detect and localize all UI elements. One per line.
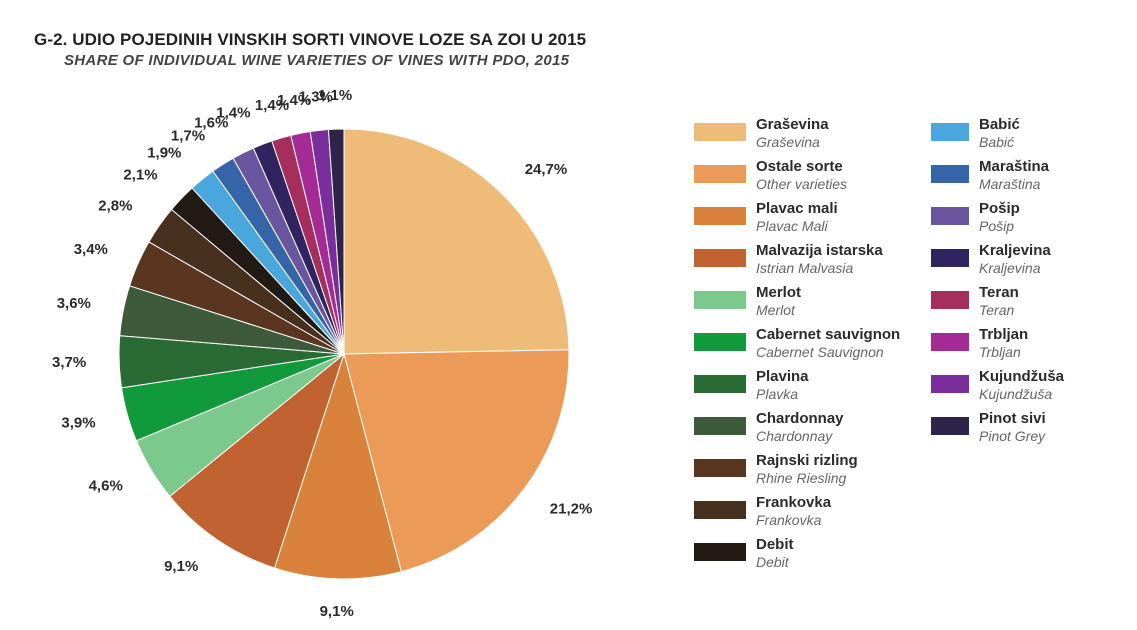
legend-swatch xyxy=(694,543,746,561)
legend-swatch xyxy=(694,501,746,519)
legend-swatch xyxy=(694,375,746,393)
legend-label: Maraština xyxy=(979,158,1050,175)
legend-label-english: Pošip xyxy=(979,218,1015,234)
legend-label: Merlot xyxy=(756,284,801,301)
legend-label: Kujundžuša xyxy=(979,368,1064,385)
pie-slice xyxy=(327,128,345,355)
slice-value-label: 21,2% xyxy=(550,501,593,518)
legend-label-english: Plavac Mali xyxy=(756,218,828,234)
legend-label: Pinot sivi xyxy=(979,410,1046,427)
slice-value-label: 3,6% xyxy=(57,295,91,312)
legend-label-english: Istrian Malvasia xyxy=(756,260,854,276)
legend-label: Cabernet sauvignon xyxy=(756,326,901,343)
slice-value-label: 3,4% xyxy=(74,241,108,258)
legend-swatch xyxy=(931,165,969,183)
slice-value-label: 1,9% xyxy=(147,145,181,162)
slice-value-label: 3,7% xyxy=(52,354,86,371)
legend-swatch xyxy=(694,459,746,477)
legend-swatch xyxy=(694,333,746,351)
pie-slice xyxy=(343,349,570,573)
slice-value-label: 24,7% xyxy=(525,161,568,178)
chart-subtitle: SHARE OF INDIVIDUAL WINE VARIETIES OF VI… xyxy=(64,52,570,69)
legend-label-english: Maraština xyxy=(979,176,1041,192)
slice-value-label: 9,1% xyxy=(164,558,198,575)
slice-value-label: 1,3% xyxy=(299,89,333,106)
legend-swatch xyxy=(931,375,969,393)
chart-title: G-2. UDIO POJEDINIH VINSKIH SORTI VINOVE… xyxy=(34,30,587,49)
legend-label: Plavina xyxy=(756,368,809,385)
legend-label: Graševina xyxy=(756,116,829,133)
legend-label-english: Teran xyxy=(979,302,1015,318)
legend-label: Babić xyxy=(979,116,1020,133)
legend-swatch xyxy=(931,333,969,351)
slice-value-label: 1,4% xyxy=(255,97,289,114)
pie-slice xyxy=(273,352,402,580)
legend-label-english: Rhine Riesling xyxy=(756,470,847,486)
legend-swatch xyxy=(931,249,969,267)
slice-value-label: 2,1% xyxy=(123,167,157,184)
slice-value-label: 3,9% xyxy=(61,415,95,432)
legend-label-english: Debit xyxy=(756,554,789,570)
legend-label: Ostale sorte xyxy=(756,158,843,175)
legend-swatch xyxy=(694,249,746,267)
pie-slice xyxy=(343,128,570,355)
legend-label-english: Frankovka xyxy=(756,512,822,528)
legend-label-english: Babić xyxy=(979,134,1015,150)
legend-label-english: Plavka xyxy=(756,386,799,402)
legend-swatch xyxy=(931,291,969,309)
slice-value-label: 1,7% xyxy=(171,128,205,145)
slice-value-label: 1,4% xyxy=(277,92,311,109)
slice-value-label: 9,1% xyxy=(320,603,354,620)
legend-swatch xyxy=(694,417,746,435)
slice-value-label: 4,6% xyxy=(89,478,123,495)
legend-label: Frankovka xyxy=(756,494,832,511)
legend-swatch xyxy=(931,123,969,141)
legend-label: Trbljan xyxy=(979,326,1029,343)
pie-slice xyxy=(169,352,346,569)
legend-label-english: Kraljevina xyxy=(979,260,1041,276)
legend-label: Rajnski rizling xyxy=(756,452,858,469)
legend-swatch xyxy=(694,123,746,141)
legend-label-english: Pinot Grey xyxy=(979,428,1046,444)
legend-label: Malvazija istarska xyxy=(756,242,883,259)
slice-value-label: 1,1% xyxy=(318,87,352,104)
legend-swatch xyxy=(694,207,746,225)
legend-label-english: Trbljan xyxy=(979,344,1021,360)
legend-label-english: Other varieties xyxy=(756,176,848,192)
legend-swatch xyxy=(931,417,969,435)
legend-swatch xyxy=(694,291,746,309)
legend-swatch xyxy=(694,165,746,183)
legend-label: Debit xyxy=(756,536,794,553)
legend-label-english: Chardonnay xyxy=(756,428,833,444)
legend-label: Plavac mali xyxy=(756,200,838,217)
legend-label: Chardonnay xyxy=(756,410,844,427)
slice-value-label: 1,4% xyxy=(216,104,250,121)
legend-label-english: Graševina xyxy=(756,134,820,150)
legend-label-english: Cabernet Sauvignon xyxy=(756,344,884,360)
slice-value-label: 1,6% xyxy=(194,114,228,131)
legend-label: Pošip xyxy=(979,200,1020,217)
legend-label-english: Kujundžuša xyxy=(979,386,1053,402)
legend-label-english: Merlot xyxy=(756,302,795,318)
slice-value-label: 2,8% xyxy=(98,197,132,214)
legend-swatch xyxy=(931,207,969,225)
legend-label: Kraljevina xyxy=(979,242,1051,259)
pie-chart: 24,7% 21,2% 9,1% 9,1% 4,6% 3,9% 3,7% 3,6% 3,4% 2,… xyxy=(52,87,593,620)
legend-label: Teran xyxy=(979,284,1019,301)
